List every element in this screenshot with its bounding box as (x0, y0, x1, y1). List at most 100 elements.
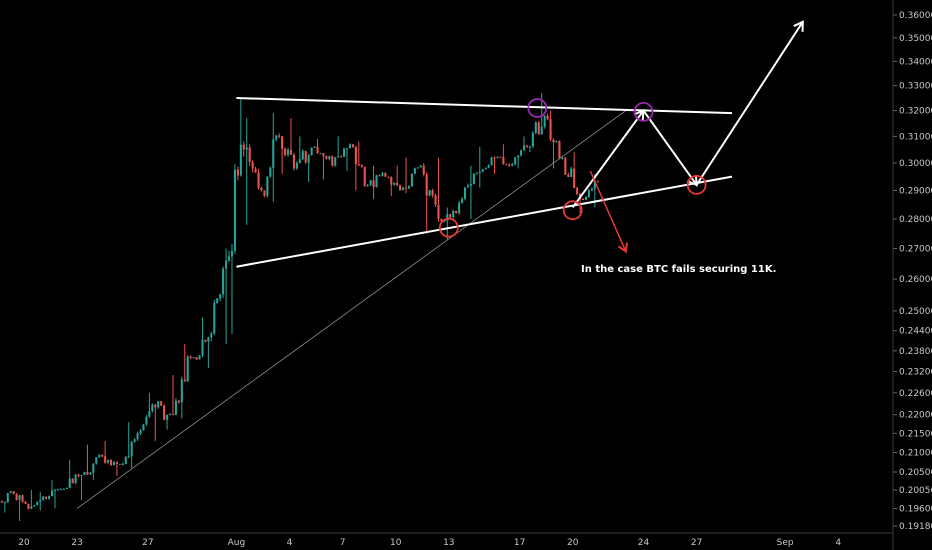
candle-body (511, 164, 514, 166)
touch-circle-top[interactable] (527, 98, 548, 118)
candle-body (452, 210, 455, 218)
candle-body (24, 501, 27, 504)
candle-body (567, 174, 570, 177)
touch-circle-bottom[interactable] (438, 217, 459, 238)
candle-body (80, 475, 83, 477)
candle-body (378, 175, 381, 177)
candle-body (369, 180, 372, 185)
candle-body (83, 471, 86, 476)
candle-body (434, 195, 437, 205)
candle-body (15, 494, 18, 500)
candle-body (487, 165, 490, 168)
x-tick-label: 4 (287, 538, 293, 548)
candle-body (275, 135, 278, 140)
annotation-text: In the case BTC fails securing 11K. (581, 264, 776, 275)
candle-body (561, 157, 564, 159)
candle-body (443, 220, 446, 222)
candle-body (446, 214, 449, 221)
candle-body (174, 400, 177, 415)
candle-body (56, 489, 59, 491)
candle-body (222, 268, 225, 295)
candle-body (163, 405, 166, 420)
candle-body (348, 144, 352, 149)
candle-body (112, 461, 116, 466)
candle-body (101, 454, 104, 457)
candle-body (109, 460, 113, 466)
projection-arrowhead (793, 20, 804, 32)
x-tick-label: Aug (228, 538, 246, 548)
candle-body (546, 115, 549, 120)
candle-body (366, 184, 369, 186)
candle-body (469, 184, 472, 186)
candle-body (481, 169, 484, 172)
touch-circle-bottom[interactable] (686, 175, 707, 195)
candle-body (21, 495, 24, 502)
candle-body (407, 186, 411, 189)
candle-body (528, 146, 531, 148)
x-tick-label: 7 (340, 538, 346, 548)
candle-body (496, 156, 499, 158)
candle-body (198, 355, 201, 360)
candle-body (166, 414, 169, 420)
candle-body (345, 148, 349, 150)
candle-body (387, 176, 390, 178)
touch-circle-bottom[interactable] (562, 200, 583, 221)
projection-path[interactable] (571, 21, 804, 209)
candle-body (121, 464, 124, 466)
candle-body (171, 414, 175, 416)
candle-body (216, 298, 219, 304)
candle-body (9, 491, 12, 494)
support-diagonal-line[interactable] (76, 110, 627, 509)
fail-path[interactable] (589, 170, 627, 252)
candle-body (508, 164, 511, 166)
candle-body (257, 172, 260, 188)
candle-body (404, 187, 408, 189)
candle-body (319, 153, 322, 155)
x-axis[interactable]: 20 23 27 Aug 4 7 10 13 17 20 24 27 Sep 4 (0, 532, 893, 548)
drawings-layer: In the case BTC fails securing 11K. (76, 20, 804, 509)
candle-body (478, 171, 481, 174)
triangle-lower-line[interactable] (236, 175, 733, 268)
candle-body (36, 501, 39, 506)
candle-body (230, 250, 234, 257)
candle-body (543, 115, 546, 127)
candle-body (89, 472, 92, 475)
candle-body (53, 489, 57, 491)
candle-body (177, 400, 180, 403)
candle-body (363, 166, 366, 186)
candle-body (251, 161, 254, 169)
candle-body (289, 149, 293, 155)
touch-circle-top[interactable] (633, 101, 654, 122)
candle-body (422, 165, 425, 175)
candle-body (357, 164, 360, 166)
candle-body (534, 122, 537, 133)
x-tick-label: 20 (567, 538, 579, 548)
candle-body (425, 174, 428, 196)
x-tick-label: 4 (835, 538, 841, 548)
candle-body (272, 139, 275, 168)
candle-body (104, 456, 107, 463)
candle-body (304, 150, 307, 163)
candle-body (210, 333, 213, 338)
candle-body (145, 416, 148, 425)
candle-body (278, 135, 281, 137)
candle-body (142, 424, 145, 431)
candle-body (186, 356, 189, 382)
candle-body (390, 177, 393, 185)
x-tick-label: 17 (514, 538, 525, 548)
triangle-upper-line[interactable] (236, 97, 733, 115)
x-tick-label: 27 (691, 538, 702, 548)
candle-body (127, 456, 130, 458)
candle-body (354, 147, 357, 165)
candle-body (133, 439, 136, 442)
candle-body (413, 168, 416, 174)
